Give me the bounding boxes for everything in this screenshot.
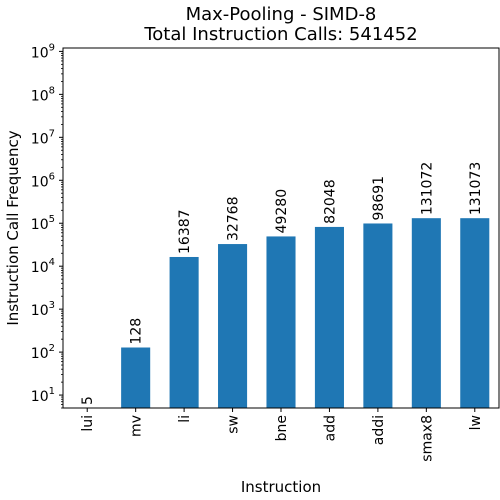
data-label-addi: 98691 xyxy=(371,176,387,221)
bar-li xyxy=(169,256,199,408)
data-label-add: 82048 xyxy=(322,179,338,224)
bars-group xyxy=(121,218,490,408)
x-tick-label-addi: addi xyxy=(371,415,387,445)
data-label-mv: 128 xyxy=(129,318,145,345)
bar-add xyxy=(314,226,344,408)
y-tick-label: 105 xyxy=(31,214,55,233)
data-label-li: 16387 xyxy=(177,209,193,254)
x-tick-label-smax8: smax8 xyxy=(419,415,435,462)
x-axis-label: Instruction xyxy=(241,478,321,496)
y-tick-label: 108 xyxy=(31,85,55,104)
bar-bne xyxy=(266,236,296,408)
y-tick-label: 104 xyxy=(31,257,55,276)
x-tick-label-li: li xyxy=(177,415,193,423)
y-tick-label: 107 xyxy=(31,128,55,147)
bar-addi xyxy=(363,223,393,408)
y-tick-label: 109 xyxy=(31,42,55,61)
x-tick-label-mv: mv xyxy=(129,415,145,437)
y-tick-label: 102 xyxy=(31,343,55,362)
y-axis-label: Instruction Call Frequency xyxy=(4,130,22,325)
x-tick-label-add: add xyxy=(322,415,338,441)
x-tick-label-bne: bne xyxy=(274,415,290,441)
plot-frame xyxy=(62,47,500,409)
data-label-lw: 131073 xyxy=(468,162,484,215)
y-tick-label: 106 xyxy=(31,171,55,190)
data-label-bne: 49280 xyxy=(274,189,290,234)
y-tick-label: 101 xyxy=(31,386,55,405)
chart-title: Max-Pooling - SIMD-8 xyxy=(186,4,377,25)
bar-mv xyxy=(121,347,151,408)
data-labels-group: 5 128 16387 32768 49280 82048 98691 131072 13107… xyxy=(80,162,484,405)
y-tick-label: 103 xyxy=(31,300,55,319)
bar-smax8 xyxy=(411,218,441,408)
bar-sw xyxy=(218,244,248,408)
data-label-smax8: 131072 xyxy=(419,162,435,215)
x-tick-label-lw: lw xyxy=(468,415,484,430)
data-label-sw: 32768 xyxy=(226,197,242,242)
data-label-lui: 5 xyxy=(80,396,96,405)
bar-lw xyxy=(460,218,490,408)
x-tick-label-lui: lui xyxy=(80,415,96,432)
x-axis-ticks: lui mv li sw bne add addi smax8 lw xyxy=(80,408,484,462)
y-axis-ticks: 101 102 103 104 105 106 107 108 109 xyxy=(31,42,63,409)
x-tick-label-sw: sw xyxy=(226,415,242,434)
chart-subtitle: Total Instruction Calls: 541452 xyxy=(143,24,417,45)
